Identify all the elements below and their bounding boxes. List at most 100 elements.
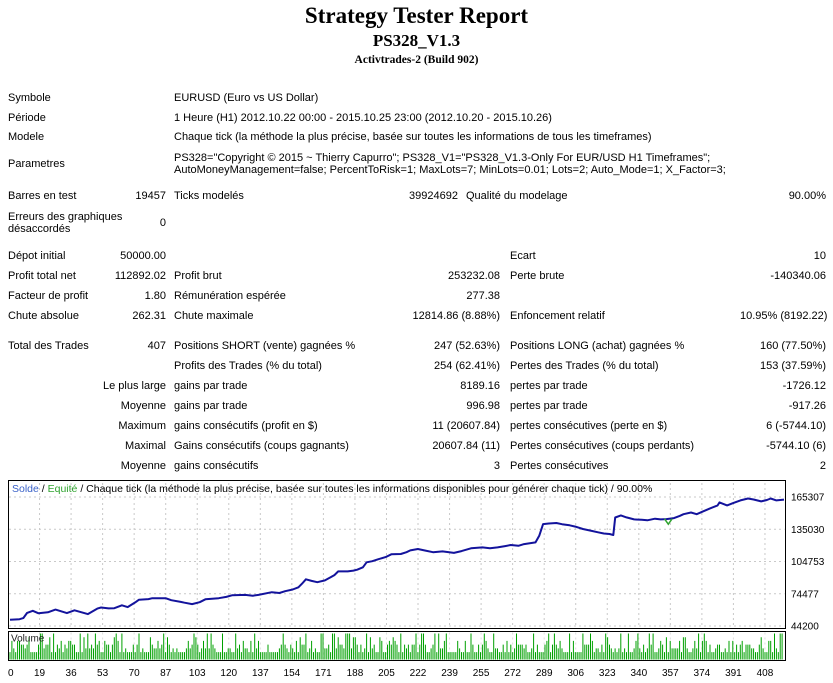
table-row: Erreurs des graphiques désaccordés 0 [0,206,833,239]
stat-label: Total des Trades [8,340,89,353]
stat-label: Positions LONG (achat) gagnées % [510,340,685,353]
x-tick-label: 120 [220,668,237,679]
stat-value: 407 [147,340,166,353]
stat-label: Profit total net [8,270,76,283]
stat-value: 20607.84 (11) [432,440,500,453]
stat-value: 3 [493,460,500,473]
legend-description: Chaque tick (la méthode la plus précise,… [86,483,652,495]
stat-value: 10.95% (8192.22) [740,310,828,323]
stat-label: Pertes consécutives [510,460,609,473]
x-tick-label: 0 [8,668,14,679]
stat-label: pertes consécutives (perte en $) [510,420,668,433]
stat-value: -140340.06 [770,270,826,283]
x-tick-label: 188 [347,668,364,679]
x-tick-label: 103 [189,668,206,679]
row-value: Chaque tick (la méthode la plus précise,… [174,131,652,144]
row-label: Symbole [8,91,51,104]
legend-separator: / [77,483,86,495]
stat-label: Maximum [118,420,166,433]
stat-label: Le plus large [103,380,166,393]
table-row: Modele Chaque tick (la méthode la plus p… [0,127,833,147]
x-tick-label: 87 [160,668,172,679]
stat-value: 39924692 [409,190,458,203]
stat-value: -1726.12 [782,380,826,393]
stat-label: gains par trade [174,380,248,393]
volume-label: Volume [11,634,45,645]
stat-value: 0 [159,216,166,229]
stat-label: Maximal [125,440,166,453]
x-tick-label: 272 [504,668,521,679]
x-tick-label: 70 [129,668,141,679]
report-header: Strategy Tester Report PS328_V1.3 Activt… [0,2,833,68]
stat-value: 6 (-5744.10) [766,420,826,433]
x-tick-label: 239 [441,668,458,679]
x-tick-label: 222 [410,668,427,679]
x-tick-label: 306 [567,668,584,679]
stat-label: gains consécutifs [174,460,259,473]
stat-label: Rémunération espérée [174,290,286,303]
table-row: Période 1 Heure (H1) 2012.10.22 00:00 - … [0,108,833,128]
stat-label: Moyenne [120,460,166,473]
stat-label: gains consécutifs (profit en $) [174,420,318,433]
stat-label: pertes par trade [510,380,588,393]
stat-value: 12814.86 (8.88%) [412,310,500,323]
modelling-table: Barres en test 19457 Ticks modelés 39924… [0,186,833,239]
table-row: Parametres PS328="Copyright © 2015 ~ Thi… [0,147,833,180]
stat-label: pertes par trade [510,400,588,413]
stat-value: 153 (37.59%) [759,360,826,373]
stat-value: 996.98 [466,400,500,413]
stat-value: 254 (62.41%) [433,360,500,373]
x-tick-label: 289 [536,668,553,679]
stat-value: 1.80 [144,290,166,303]
table-row: Chute absolue 262.31 Chute maximale 1281… [0,306,833,326]
table-row: Facteur de profit 1.80 Rémunération espé… [0,286,833,306]
stat-value: 247 (52.63%) [433,340,500,353]
x-tick-label: 53 [97,668,109,679]
legend-separator: / [39,483,48,495]
stat-value: 11 (20607.84) [432,420,500,433]
x-tick-label: 357 [662,668,679,679]
stat-label: Pertes des Trades (% du total) [510,360,659,373]
stat-value: 19457 [135,190,166,203]
stat-label: Erreurs des graphiques désaccordés [8,210,123,235]
stat-label: Perte brute [510,270,565,283]
results-table: Dépot initial 50000.00 Ecart 10 Profit t… [0,246,833,476]
stat-value: -917.26 [788,400,826,413]
x-tick-label: 137 [252,668,269,679]
table-row: Profits des Trades (% du total) 254 (62.… [0,356,833,376]
stat-label: Moyenne [120,400,166,413]
stat-value: 10 [813,250,826,263]
x-tick-label: 323 [599,668,616,679]
x-tick-label: 374 [694,668,711,679]
stat-label: Facteur de profit [8,290,89,303]
y-tick-label: 74477 [791,589,819,600]
legend-solde-label: Solde [12,483,39,495]
y-tick-label: 44200 [791,622,819,633]
stat-label: Profit brut [174,270,222,283]
row-value: 1 Heure (H1) 2012.10.22 00:00 - 2015.10.… [174,111,552,124]
x-tick-label: 171 [315,668,332,679]
table-row: Symbole EURUSD (Euro vs US Dollar) [0,88,833,108]
x-tick-label: 391 [725,668,742,679]
stat-label: Ticks modelés [174,190,244,203]
row-value: EURUSD (Euro vs US Dollar) [174,91,319,104]
row-value: PS328="Copyright © 2015 ~ Thierry Capurr… [174,151,726,176]
table-row: Maximum gains consécutifs (profit en $) … [0,416,833,436]
table-row: Dépot initial 50000.00 Ecart 10 [0,246,833,266]
x-tick-label: 408 [757,668,774,679]
stat-value: 2 [819,460,826,473]
stat-label: Dépot initial [8,250,66,263]
settings-table: Symbole EURUSD (Euro vs US Dollar) Pério… [0,88,833,180]
equity-line [663,518,673,526]
stat-value: 262.31 [132,310,166,323]
stat-value: 8189.16 [460,380,500,393]
stat-label: Ecart [510,250,536,263]
x-tick-label: 340 [630,668,647,679]
stat-value: -5744.10 (6) [766,440,826,453]
row-label: Parametres [8,157,65,170]
stat-label: Enfoncement relatif [510,310,605,323]
table-row: Moyenne gains par trade 996.98 pertes pa… [0,396,833,416]
stat-value: 160 (77.50%) [759,340,826,353]
x-tick-label: 36 [66,668,78,679]
